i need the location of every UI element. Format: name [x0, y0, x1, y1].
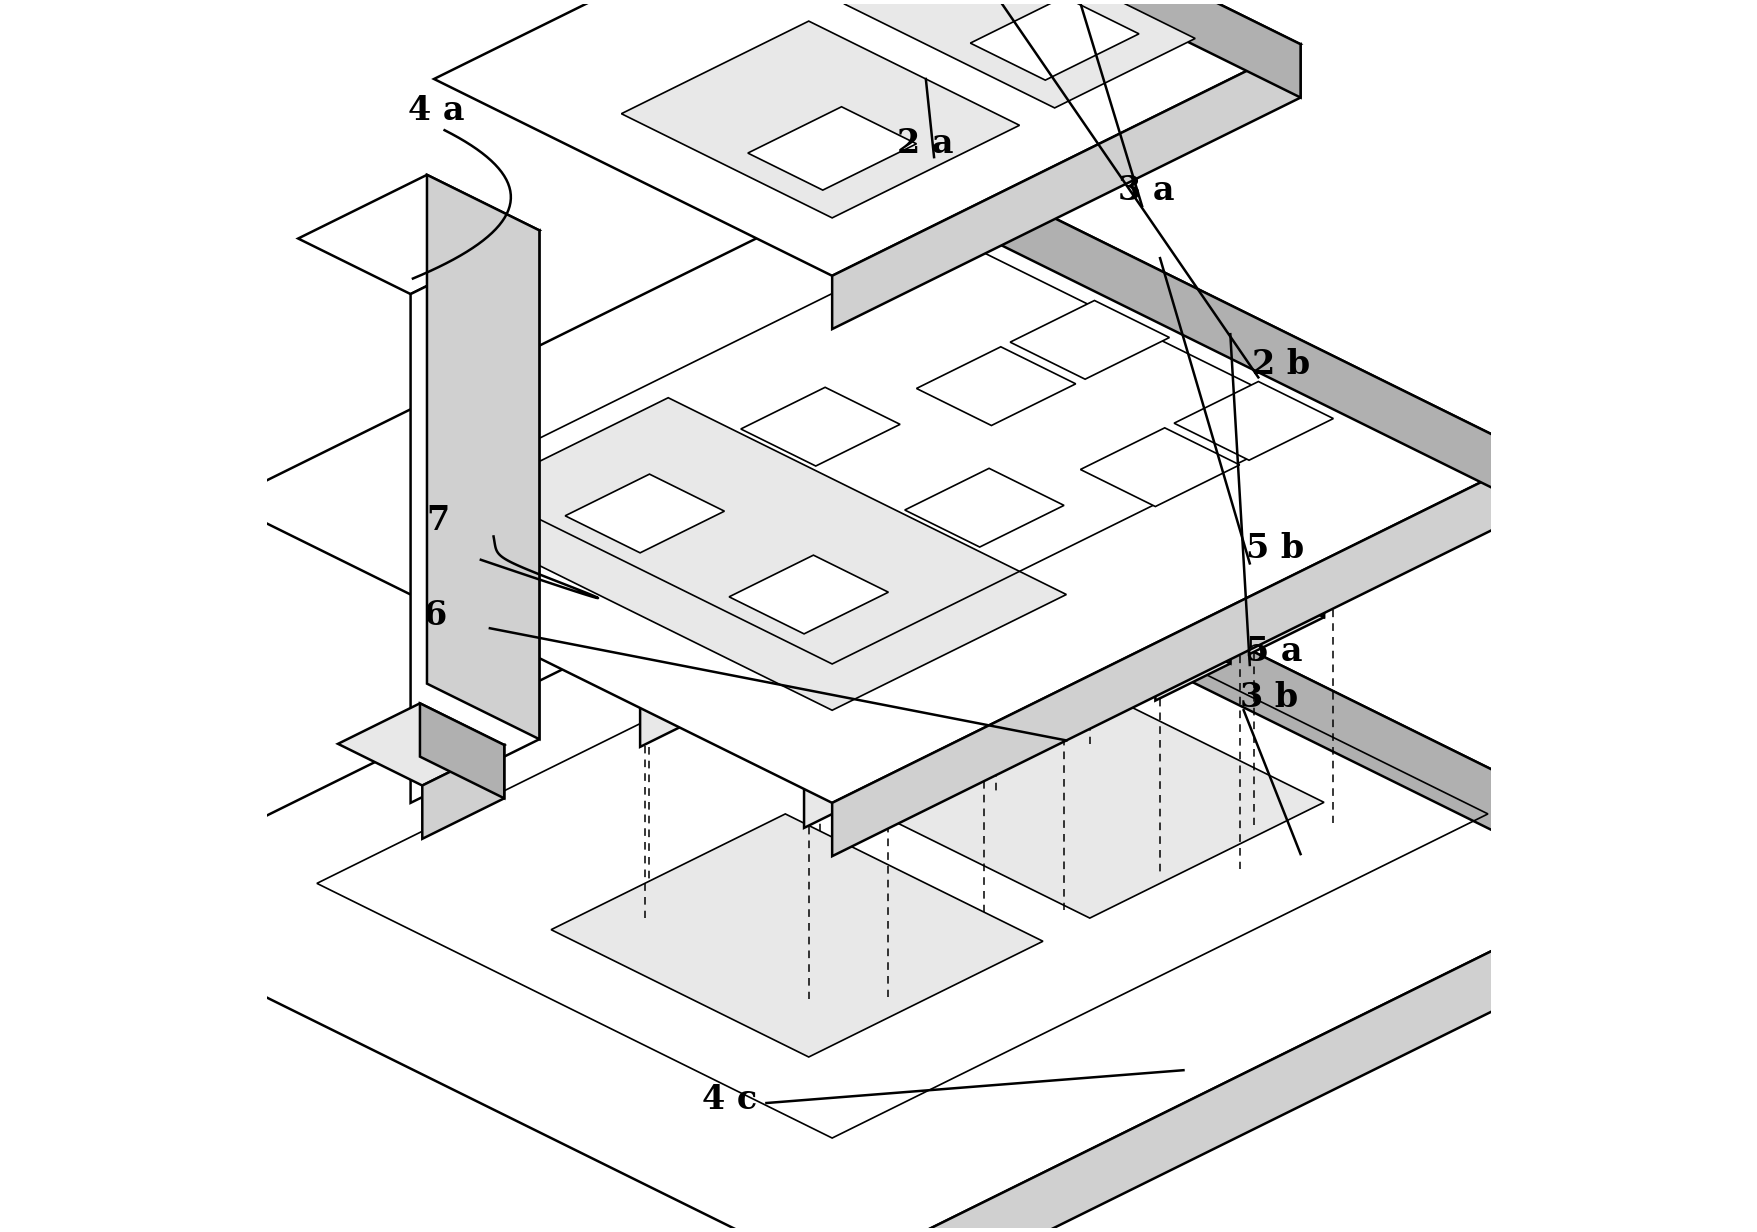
Polygon shape: [813, 614, 878, 791]
Polygon shape: [564, 474, 724, 553]
Polygon shape: [824, 445, 891, 623]
Polygon shape: [926, 490, 1674, 920]
Polygon shape: [989, 526, 1054, 703]
Polygon shape: [411, 230, 539, 803]
Polygon shape: [905, 468, 1063, 547]
Polygon shape: [970, 0, 1139, 80]
Polygon shape: [1095, 359, 1160, 536]
Text: 6: 6: [423, 599, 446, 632]
Polygon shape: [740, 387, 900, 466]
Text: 2 a: 2 a: [896, 127, 954, 160]
Polygon shape: [831, 44, 1300, 329]
Text: 4 c: 4 c: [701, 1083, 756, 1116]
Polygon shape: [434, 398, 1066, 711]
Polygon shape: [831, 675, 1323, 918]
Polygon shape: [620, 21, 1019, 218]
Text: 5 a: 5 a: [1246, 636, 1302, 668]
Text: 5 b: 5 b: [1246, 532, 1304, 565]
Polygon shape: [915, 346, 1075, 425]
Polygon shape: [979, 558, 1054, 742]
Polygon shape: [1089, 485, 1230, 556]
Polygon shape: [747, 107, 915, 190]
Text: 2 b: 2 b: [1251, 347, 1309, 381]
Polygon shape: [914, 526, 1054, 596]
Polygon shape: [815, 478, 891, 660]
Polygon shape: [1247, 472, 1323, 654]
Polygon shape: [1084, 391, 1160, 573]
Polygon shape: [422, 745, 504, 839]
Polygon shape: [575, 532, 715, 601]
Polygon shape: [1154, 519, 1230, 701]
Polygon shape: [926, 405, 1066, 474]
Polygon shape: [434, 0, 1300, 276]
Polygon shape: [1258, 440, 1323, 617]
Polygon shape: [738, 614, 878, 683]
Text: 7: 7: [425, 504, 450, 537]
Polygon shape: [1174, 382, 1332, 461]
Polygon shape: [640, 564, 715, 747]
Polygon shape: [648, 532, 715, 710]
Polygon shape: [337, 703, 504, 786]
Polygon shape: [223, 155, 1534, 803]
Polygon shape: [901, 0, 1300, 97]
Polygon shape: [420, 703, 504, 798]
Text: 4 a: 4 a: [408, 95, 464, 127]
Polygon shape: [926, 155, 1534, 509]
Polygon shape: [831, 456, 1534, 856]
Polygon shape: [1010, 301, 1168, 379]
Polygon shape: [1000, 405, 1066, 583]
Text: 3 a: 3 a: [1117, 174, 1174, 207]
Polygon shape: [299, 175, 539, 294]
Polygon shape: [1019, 359, 1160, 428]
Polygon shape: [427, 175, 539, 739]
Polygon shape: [1081, 428, 1239, 506]
Polygon shape: [750, 445, 891, 515]
Polygon shape: [83, 490, 1674, 1232]
Polygon shape: [1182, 440, 1323, 509]
Polygon shape: [831, 860, 1674, 1232]
Polygon shape: [803, 646, 878, 828]
Polygon shape: [1165, 485, 1230, 664]
Text: 3 b: 3 b: [1239, 680, 1297, 713]
Polygon shape: [550, 814, 1042, 1057]
Polygon shape: [729, 556, 887, 634]
Polygon shape: [843, 0, 1195, 108]
Polygon shape: [991, 437, 1066, 620]
